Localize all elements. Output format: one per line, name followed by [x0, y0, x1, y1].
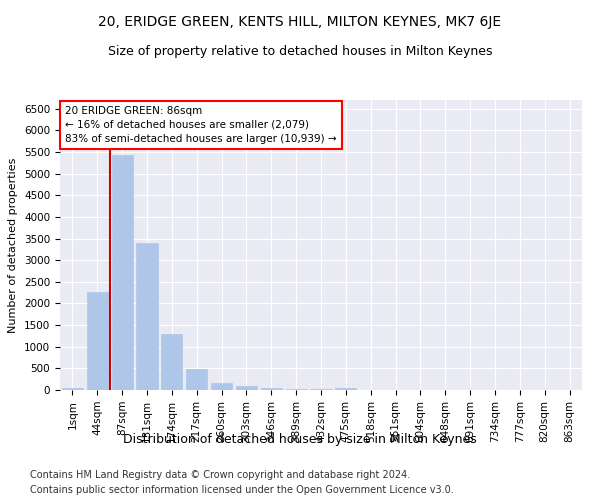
Bar: [62, 388, 83, 390]
Text: Contains HM Land Registry data © Crown copyright and database right 2024.: Contains HM Land Registry data © Crown c…: [30, 470, 410, 480]
Bar: [286, 388, 307, 390]
Y-axis label: Number of detached properties: Number of detached properties: [8, 158, 19, 332]
Text: Size of property relative to detached houses in Milton Keynes: Size of property relative to detached ho…: [108, 45, 492, 58]
Text: Contains public sector information licensed under the Open Government Licence v3: Contains public sector information licen…: [30, 485, 454, 495]
Text: 20, ERIDGE GREEN, KENTS HILL, MILTON KEYNES, MK7 6JE: 20, ERIDGE GREEN, KENTS HILL, MILTON KEY…: [98, 15, 502, 29]
Bar: [161, 334, 182, 390]
Bar: [236, 386, 257, 390]
Bar: [87, 292, 108, 390]
Bar: [112, 155, 133, 390]
Bar: [186, 370, 207, 390]
Bar: [261, 388, 282, 390]
Bar: [335, 388, 356, 390]
Text: 20 ERIDGE GREEN: 86sqm
← 16% of detached houses are smaller (2,079)
83% of semi-: 20 ERIDGE GREEN: 86sqm ← 16% of detached…: [65, 106, 337, 144]
Bar: [136, 244, 158, 390]
Bar: [211, 383, 232, 390]
Text: Distribution of detached houses by size in Milton Keynes: Distribution of detached houses by size …: [123, 432, 477, 446]
